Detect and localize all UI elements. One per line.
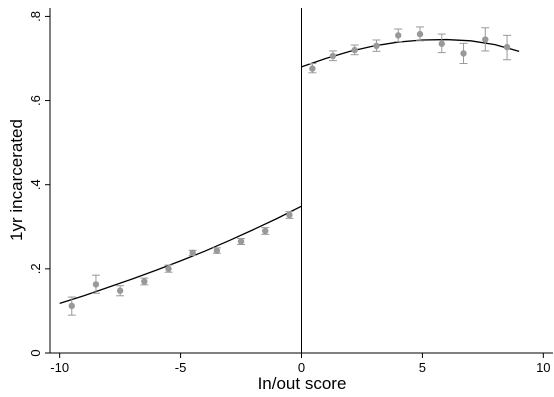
data-point: [416, 30, 424, 38]
data-point: [482, 36, 489, 43]
point-layer: [68, 30, 511, 310]
data-point: [262, 227, 269, 235]
data-point: [116, 287, 124, 294]
data-point: [395, 32, 402, 39]
y-ticks: 0 .2 .4 .6 .8: [28, 11, 50, 357]
data-point: [165, 265, 172, 273]
plot-area: [59, 8, 520, 353]
x-axis-label: In/out score: [258, 374, 347, 393]
y-tick-label: .6: [28, 95, 43, 106]
data-point: [438, 40, 445, 47]
data-point: [503, 43, 511, 51]
data-point: [237, 238, 245, 245]
x-tick-label: 10: [536, 360, 550, 375]
data-point: [68, 302, 75, 310]
x-tick-label: -10: [50, 360, 69, 375]
y-tick-label: .2: [28, 263, 43, 274]
data-point: [460, 50, 467, 57]
data-point: [351, 46, 358, 54]
data-point: [329, 52, 337, 60]
data-point: [286, 211, 293, 219]
fit-line-right: [301, 38, 520, 68]
x-tick-label: -5: [175, 360, 187, 375]
data-point: [141, 278, 148, 285]
x-ticks: -10 -5 0 5 10: [50, 353, 551, 375]
fit-line-left: [59, 205, 302, 304]
y-tick-label: .4: [28, 179, 43, 190]
data-point: [373, 42, 380, 50]
data-point: [213, 247, 221, 254]
y-axis: 0 .2 .4 .6 .8: [28, 8, 51, 357]
y-axis-label: 1yr incarcerated: [7, 119, 26, 241]
x-axis: -10 -5 0 5 10: [50, 352, 553, 375]
x-tick-label: 5: [419, 360, 426, 375]
data-point: [92, 281, 100, 288]
y-tick-label: .8: [28, 11, 43, 22]
fit-layer: [59, 38, 520, 304]
x-tick-label: 0: [298, 360, 305, 375]
data-point: [189, 249, 196, 257]
data-point: [309, 65, 316, 72]
y-tick-label: 0: [28, 349, 43, 356]
